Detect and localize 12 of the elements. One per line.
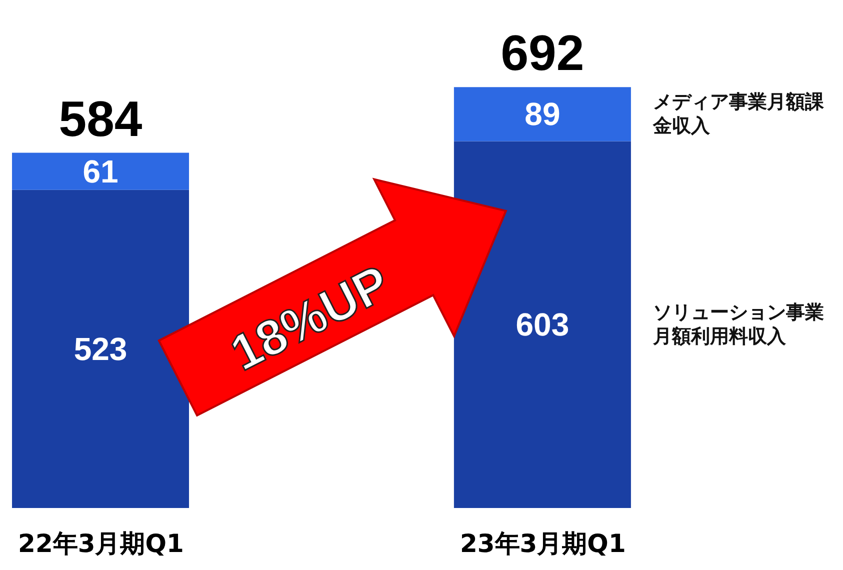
bar xyxy=(12,152,190,190)
data-label: 523 xyxy=(74,330,128,367)
bar xyxy=(454,87,631,142)
x-tick-label: 23年3月期Q1 xyxy=(460,528,626,558)
data-label: 61 xyxy=(82,153,118,190)
series-label: ソリューション事業月額利用料収入 xyxy=(652,302,824,348)
data-label: 603 xyxy=(516,306,570,343)
total-label: 584 xyxy=(58,90,142,147)
data-label: 89 xyxy=(524,96,560,132)
series-label: メディア事業月額課金収入 xyxy=(652,91,825,138)
x-tick-label: 22年3月期Q1 xyxy=(18,528,184,558)
total-label: 692 xyxy=(500,25,584,82)
